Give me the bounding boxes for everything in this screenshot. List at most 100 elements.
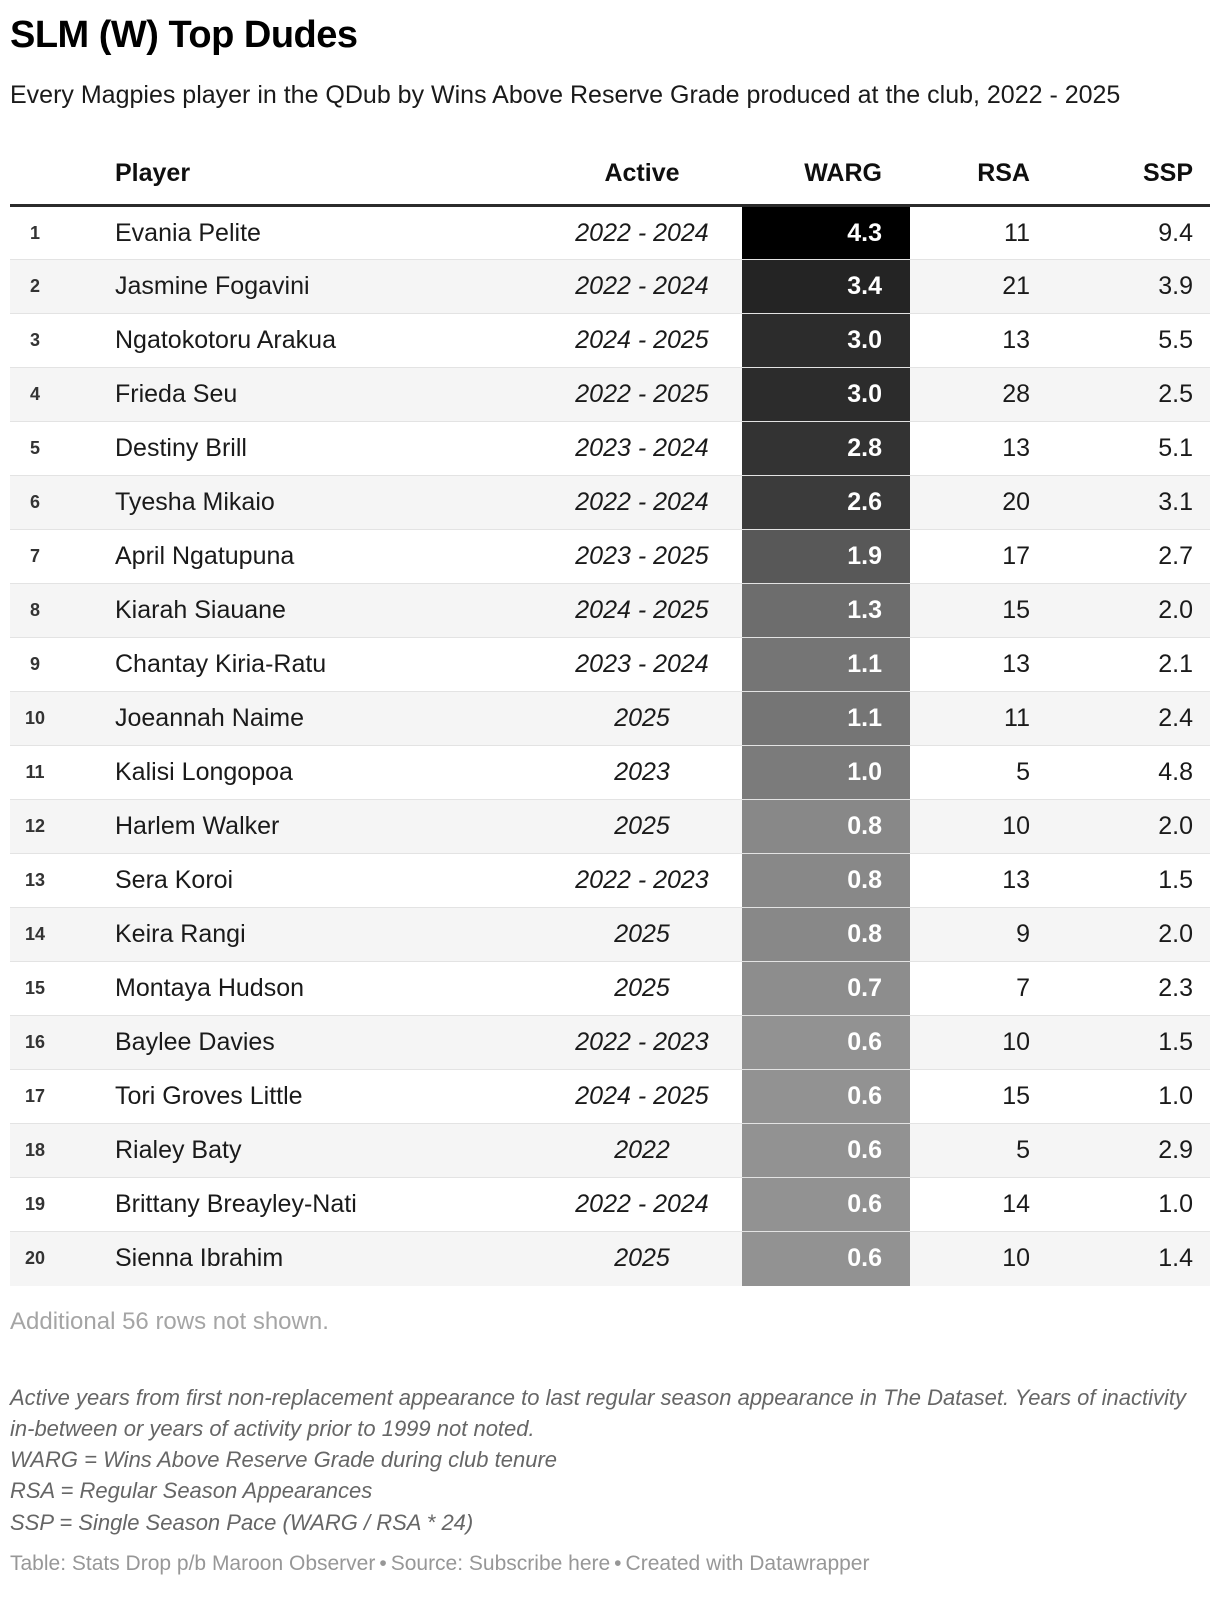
- rank-column-header: [10, 113, 60, 208]
- player-cell: Sienna Ibrahim: [115, 1244, 284, 1273]
- active-cell: 2022 - 2024: [542, 259, 742, 315]
- warg-cell: 3.0: [742, 367, 910, 423]
- footnote-warg: WARG = Wins Above Reserve Grade during c…: [10, 1447, 558, 1473]
- ssp-cell: 2.0: [1040, 583, 1210, 639]
- rank-cell: 10: [10, 691, 60, 747]
- warg-cell: 4.3: [742, 205, 910, 261]
- rank-cell: 16: [10, 1015, 60, 1071]
- ssp-cell: 2.9: [1040, 1123, 1210, 1179]
- rsa-cell: 5: [910, 1123, 1040, 1179]
- table-row: 8 Kiarah Siauane 2024 - 2025 1.3 15 2.0: [10, 583, 1210, 639]
- active-cell: 2025: [542, 907, 742, 963]
- ssp-cell: 1.0: [1040, 1177, 1210, 1233]
- player-cell: Kalisi Longopoa: [60, 745, 542, 801]
- rows-not-shown-note: Additional 56 rows not shown.: [10, 1307, 329, 1335]
- table-row: 18 Rialey Baty 2022 0.6 5 2.9: [10, 1123, 1210, 1179]
- rank-cell: 7: [10, 529, 60, 585]
- active-cell: 2023 - 2024: [542, 637, 742, 693]
- ssp-cell: 2.5: [1040, 367, 1210, 423]
- table-row: 3 Ngatokotoru Arakua 2024 - 2025 3.0 13 …: [10, 313, 1210, 369]
- rsa-cell: 10: [910, 799, 1040, 855]
- footer-separator: •: [614, 1551, 622, 1575]
- warg-cell: 0.8: [742, 853, 910, 909]
- ssp-cell: 2.3: [1040, 961, 1210, 1017]
- ssp-cell: 1.5: [1040, 1015, 1210, 1071]
- footnote-active-years: Active years from first non-replacement …: [10, 1384, 1186, 1441]
- warg-cell: 0.8: [742, 907, 910, 963]
- ssp-column-header: SSP: [1040, 113, 1210, 208]
- active-cell: 2023 - 2025: [542, 529, 742, 585]
- active-cell: 2022 - 2024: [542, 475, 742, 531]
- warg-cell: 0.6: [742, 1069, 910, 1125]
- player-cell: Sera Koroi: [60, 853, 542, 909]
- active-cell: 2025: [542, 961, 742, 1017]
- player-cell: Ngatokotoru Arakua: [60, 313, 542, 369]
- table-row: 4 Frieda Seu 2022 - 2025 3.0 28 2.5: [10, 367, 1210, 423]
- ssp-cell: 3.1: [1040, 475, 1210, 531]
- rank-cell: 15: [10, 961, 60, 1017]
- rsa-cell: 13: [910, 313, 1040, 369]
- rank-cell: 19: [10, 1177, 60, 1233]
- player-column-header: Player: [60, 113, 542, 208]
- player-cell: Kiarah Siauane: [60, 583, 542, 639]
- rank-cell: 2: [10, 259, 60, 315]
- player-cell: Tyesha Mikaio: [60, 475, 542, 531]
- rank-cell: 18: [10, 1123, 60, 1179]
- table-credit: Table: Stats Drop p/b Maroon Observer: [10, 1551, 376, 1575]
- active-cell: 2022 - 2024: [542, 1177, 742, 1233]
- player-cell: Jasmine Fogavini: [60, 259, 542, 315]
- warg-cell: 3.4: [742, 259, 910, 315]
- table-row: 16 Baylee Davies 2022 - 2023 0.6 10 1.5: [10, 1015, 1210, 1071]
- rsa-cell: 21: [910, 259, 1040, 315]
- active-cell: 2025: [542, 799, 742, 855]
- table-row: 9 Chantay Kiria-Ratu 2023 - 2024 1.1 13 …: [10, 637, 1210, 693]
- ssp-cell: 2.1: [1040, 637, 1210, 693]
- rank-cell: 13: [10, 853, 60, 909]
- table-row: 6 Tyesha Mikaio 2022 - 2024 2.6 20 3.1: [10, 475, 1210, 531]
- ssp-cell: 2.7: [1040, 529, 1210, 585]
- rsa-cell: 11: [910, 205, 1040, 261]
- table-row: 10 Joeannah Naime 2025 1.1 11 2.4: [10, 691, 1210, 747]
- stats-table: Player Active WARG RSA SSP 1 Evania Peli…: [10, 113, 1210, 1286]
- player-cell: Montaya Hudson: [60, 961, 542, 1017]
- warg-cell: 0.6: [742, 1123, 910, 1179]
- page-title: SLM (W) Top Dudes: [10, 14, 358, 56]
- rsa-cell: 10: [910, 1015, 1040, 1071]
- page-subtitle: Every Magpies player in the QDub by Wins…: [10, 80, 1121, 109]
- rank-cell: 11: [10, 745, 60, 801]
- rsa-cell: 17: [910, 529, 1040, 585]
- footnote-rsa: RSA = Regular Season Appearances: [10, 1478, 373, 1504]
- ssp-cell: 3.9: [1040, 259, 1210, 315]
- player-cell: Brittany Breayley-Nati: [60, 1177, 542, 1233]
- player-cell: Keira Rangi: [60, 907, 542, 963]
- source-link[interactable]: Subscribe here: [468, 1551, 611, 1575]
- ssp-cell: 2.0: [1040, 799, 1210, 855]
- rsa-cell: 15: [910, 583, 1040, 639]
- warg-cell: 1.1: [742, 637, 910, 693]
- player-cell: Frieda Seu: [60, 367, 542, 423]
- created-with-credit: Created with Datawrapper: [625, 1551, 870, 1575]
- warg-cell: 0.6: [742, 1231, 910, 1286]
- ssp-cell: 1.4: [1158, 1244, 1193, 1273]
- footnote-ssp: SSP = Single Season Pace (WARG / RSA * 2…: [10, 1509, 474, 1535]
- table-row: 15 Montaya Hudson 2025 0.7 7 2.3: [10, 961, 1210, 1017]
- footnotes-block: Active years from first non-replacement …: [10, 1382, 1190, 1538]
- table-row: 5 Destiny Brill 2023 - 2024 2.8 13 5.1: [10, 421, 1210, 477]
- table-row: 13 Sera Koroi 2022 - 2023 0.8 13 1.5: [10, 853, 1210, 909]
- rank-cell: 5: [10, 421, 60, 477]
- warg-cell: 1.3: [742, 583, 910, 639]
- ssp-cell: 4.8: [1040, 745, 1210, 801]
- active-cell: 2023 - 2024: [542, 421, 742, 477]
- player-cell: Baylee Davies: [60, 1015, 542, 1071]
- rank-cell: 9: [10, 637, 60, 693]
- rsa-cell: 10: [1002, 1244, 1030, 1273]
- rsa-cell: 9: [910, 907, 1040, 963]
- active-cell: 2023: [542, 745, 742, 801]
- rank-cell: 3: [10, 313, 60, 369]
- rsa-cell: 5: [910, 745, 1040, 801]
- player-cell: Joeannah Naime: [60, 691, 542, 747]
- active-cell: 2025: [542, 691, 742, 747]
- ssp-cell: 5.5: [1040, 313, 1210, 369]
- source-label: Source:: [390, 1551, 469, 1575]
